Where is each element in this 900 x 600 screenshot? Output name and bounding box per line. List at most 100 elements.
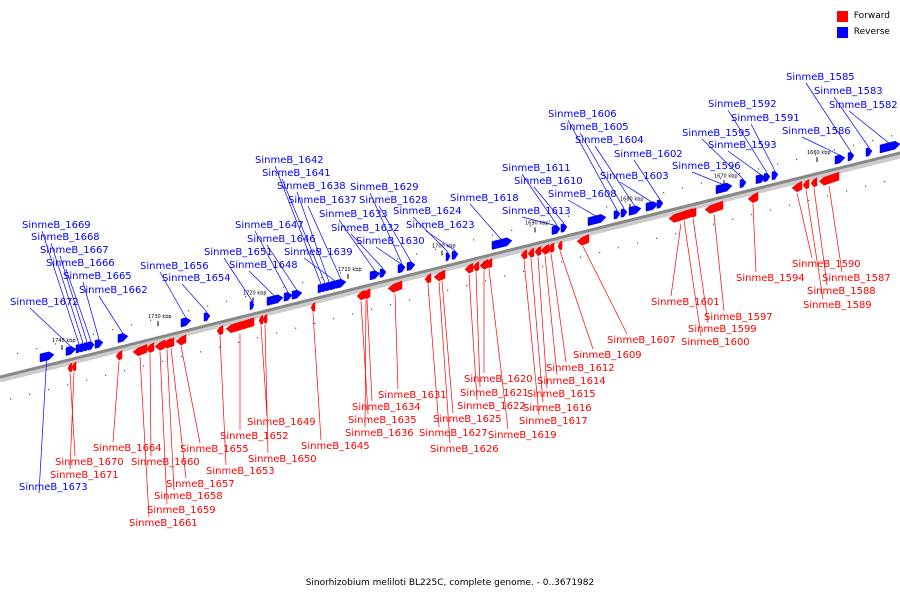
leader-SinmeB_1617 — [523, 260, 540, 416]
gene-arrow-SinmeB_1587 — [818, 171, 840, 186]
minor-mark — [359, 267, 361, 269]
tick-label: 1710 kbp — [338, 267, 362, 273]
genome-axis — [0, 151, 900, 379]
leader-SinmeB_1583 — [833, 96, 870, 148]
gene-arrow-SinmeB_1655 — [175, 334, 187, 346]
gene-label-SinmeB_1586: SinmeB_1586 — [782, 126, 851, 137]
minor-mark — [777, 163, 779, 165]
minor-mark — [530, 225, 532, 227]
leader-SinmeB_1670 — [69, 373, 76, 457]
minor-mark — [580, 256, 582, 258]
minor-mark — [200, 351, 202, 353]
gene-arrow-SinmeB_1620 — [479, 259, 489, 270]
minor-mark — [112, 329, 114, 331]
leader-SinmeB_1659 — [159, 351, 168, 505]
leader-SinmeB_1651 — [223, 257, 253, 301]
leader-SinmeB_1668 — [50, 242, 84, 344]
tick-label: 1660 kbp — [807, 150, 831, 156]
leader-SinmeB_1647 — [254, 230, 289, 293]
gene-label-SinmeB_1614: SinmeB_1614 — [537, 376, 606, 387]
leader-SinmeB_1657 — [170, 348, 187, 479]
leader-SinmeB_1635 — [360, 301, 369, 415]
gene-arrow-SinmeB_1617 — [520, 249, 528, 260]
gene-label-SinmeB_1651: SinmeB_1651 — [204, 247, 273, 258]
leader-SinmeB_1672 — [29, 307, 72, 347]
legend-item-reverse: Reverse — [836, 24, 890, 40]
minor-mark — [511, 229, 513, 232]
gene-arrow-SinmeB_1594 — [747, 191, 759, 204]
leader-SinmeB_1607 — [582, 246, 628, 335]
gene-arrow-SinmeB_1592 — [763, 172, 771, 183]
minor-mark — [17, 352, 19, 354]
minor-mark — [397, 258, 399, 260]
gene-arrow-SinmeB_1645 — [310, 302, 316, 312]
leader-SinmeB_1639 — [303, 257, 336, 282]
leader-SinmeB_1649 — [260, 325, 268, 417]
minor-mark — [656, 237, 658, 239]
gene-label-SinmeB_1660: SinmeB_1660 — [131, 457, 200, 468]
minor-mark — [321, 277, 323, 279]
forward-swatch — [836, 10, 848, 22]
gene-arrow-SinmeB_1615 — [534, 246, 542, 257]
leader-SinmeB_1608 — [567, 199, 598, 218]
leader-SinmeB_1582 — [848, 110, 891, 145]
minor-mark — [226, 300, 228, 302]
gene-label-SinmeB_1601: SinmeB_1601 — [651, 297, 720, 308]
reverse-swatch — [836, 26, 848, 38]
leader-SinmeB_1625 — [441, 280, 454, 414]
leader-SinmeB_1633 — [338, 219, 376, 272]
minor-mark — [352, 313, 354, 315]
gene-label-SinmeB_1588: SinmeB_1588 — [807, 286, 876, 297]
gene-label-SinmeB_1659: SinmeB_1659 — [147, 505, 216, 516]
leader-SinmeB_1628 — [378, 205, 412, 262]
gene-arrow-SinmeB_1590 — [791, 180, 803, 193]
gene-label-SinmeB_1624: SinmeB_1624 — [393, 206, 462, 217]
minor-mark — [625, 201, 627, 203]
leader-SinmeB_1588 — [813, 188, 828, 286]
minor-mark — [238, 341, 240, 343]
minor-mark — [55, 343, 57, 345]
gene-arrow-SinmeB_1664 — [115, 350, 123, 361]
leader-SinmeB_1629 — [369, 192, 403, 264]
gene-label-SinmeB_1615: SinmeB_1615 — [527, 389, 596, 400]
leader-SinmeB_1609 — [559, 250, 594, 350]
minor-mark — [599, 251, 601, 254]
gene-arrow-SinmeB_1619 — [485, 258, 493, 269]
leader-SinmeB_1645 — [312, 312, 322, 441]
gene-arrow-SinmeB_1637 — [335, 278, 347, 289]
minor-mark — [169, 314, 171, 317]
gene-arrow-SinmeB_1610 — [560, 223, 568, 233]
leader-SinmeB_1593 — [727, 150, 762, 176]
gene-label-SinmeB_1647: SinmeB_1647 — [235, 220, 304, 231]
gene-label-SinmeB_1630: SinmeB_1630 — [356, 236, 425, 247]
gene-label-SinmeB_1642: SinmeB_1642 — [255, 155, 324, 166]
leader-SinmeB_1604 — [594, 145, 636, 207]
leader-SinmeB_1641 — [281, 178, 326, 284]
minor-mark — [682, 187, 684, 189]
minor-mark — [283, 286, 285, 288]
legend-item-forward: Forward — [836, 8, 890, 24]
gene-arrow-SinmeB_1621 — [472, 261, 480, 272]
gene-arrow-SinmeB_1651 — [249, 301, 255, 311]
leader-SinmeB_1642 — [274, 165, 322, 285]
leader-SinmeB_1669 — [41, 230, 80, 345]
minor-mark — [758, 168, 760, 170]
minor-mark — [466, 285, 468, 287]
minor-mark — [409, 299, 411, 301]
minor-mark — [713, 223, 715, 225]
gene-label-SinmeB_1648: SinmeB_1648 — [229, 260, 298, 271]
leader-SinmeB_1611 — [521, 173, 558, 226]
gene-arrow-SinmeB_1597 — [704, 200, 724, 214]
gene-arrow-SinmeB_1657 — [167, 337, 175, 348]
leader-SinmeB_1661 — [139, 356, 150, 518]
minor-mark — [473, 239, 475, 241]
minor-mark — [93, 333, 95, 336]
gene-label-SinmeB_1627: SinmeB_1627 — [419, 428, 488, 439]
gene-arrow-SinmeB_1618 — [491, 237, 513, 250]
gene-arrow-SinmeB_1588 — [810, 177, 818, 188]
gene-arrow-SinmeB_1603 — [645, 201, 659, 212]
gene-arrow-SinmeB_1653 — [216, 325, 224, 336]
leader-SinmeB_1664 — [112, 361, 120, 443]
leader-SinmeB_1632 — [350, 233, 384, 269]
gene-arrow-SinmeB_1600 — [680, 209, 688, 220]
